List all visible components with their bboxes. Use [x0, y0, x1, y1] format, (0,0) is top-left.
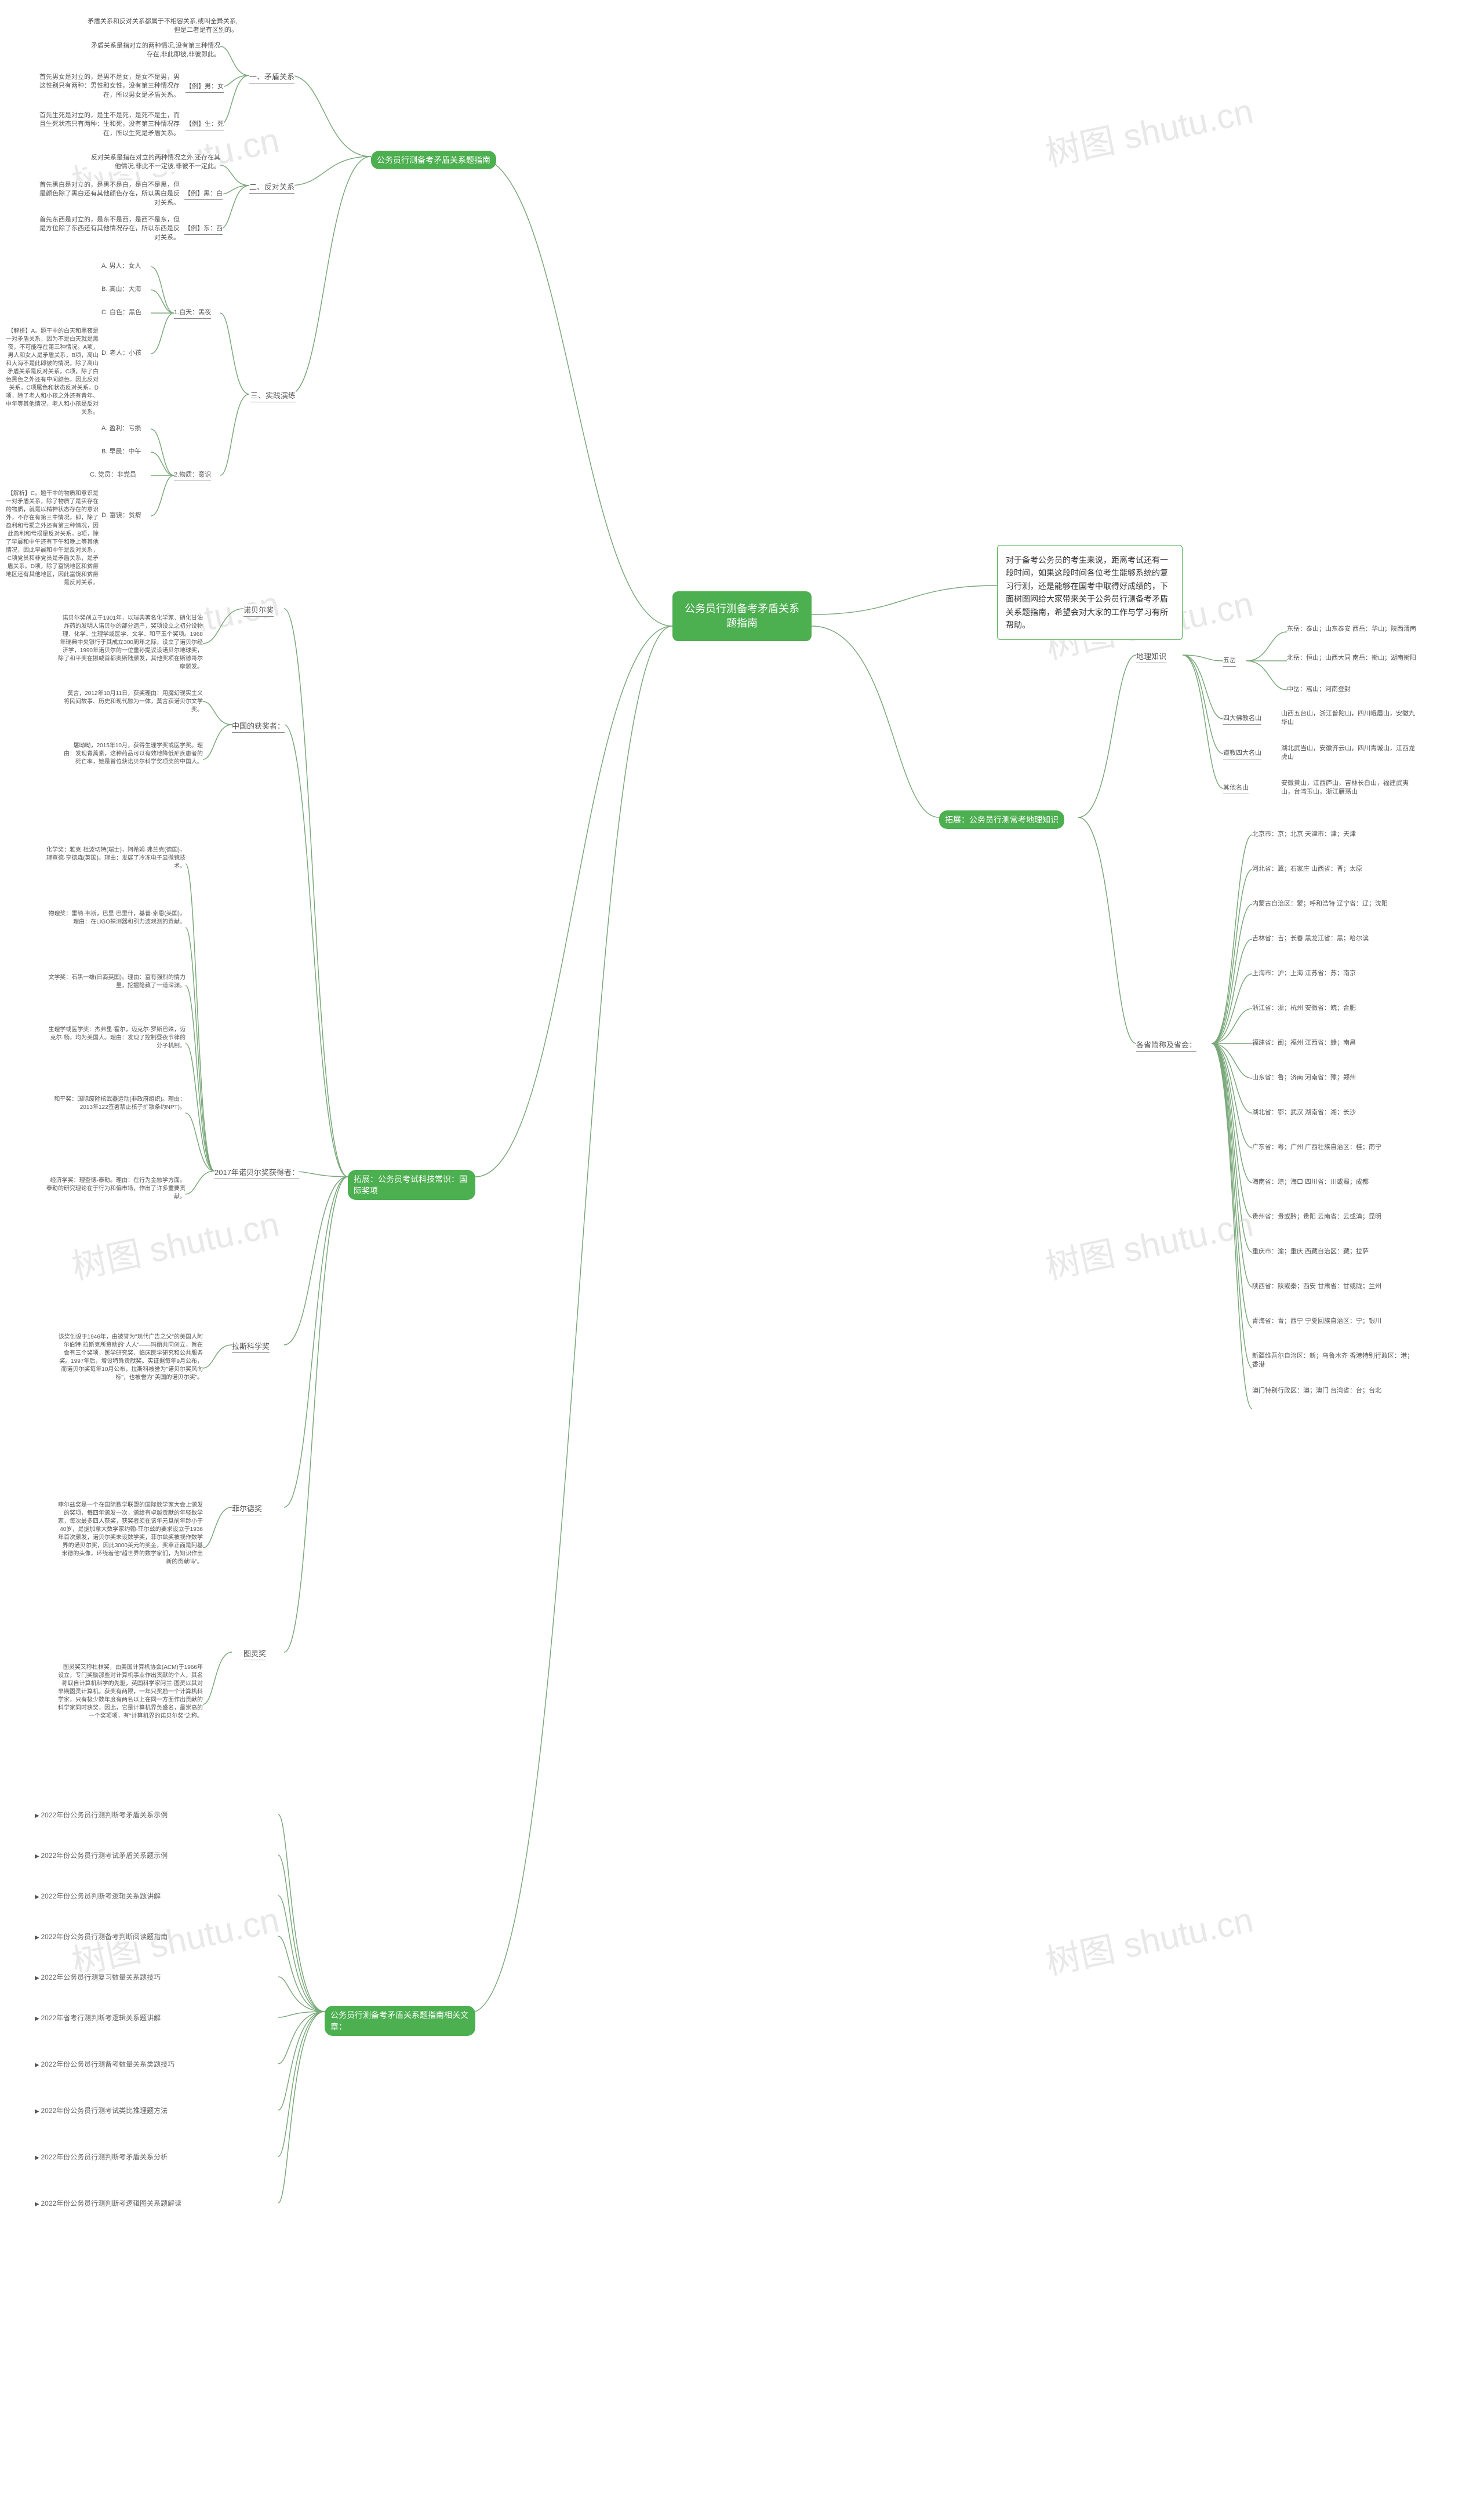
- province-item: 上海市：沪；上海 江苏省：苏；南京: [1252, 969, 1356, 978]
- province-item: 海南省：琼；海口 四川省：川或蜀；成都: [1252, 1178, 1369, 1187]
- related-link[interactable]: 2022年份公务员行测备考数量关系类题技巧: [35, 2059, 174, 2069]
- nobel2017-peace: 和平奖：国际废除核武器运动(非政府组织)。理由：2013年122签署禁止核子扩散…: [46, 1096, 186, 1112]
- related-link[interactable]: 2022年份公务员行测备考判断阅读题指南: [35, 1932, 168, 1941]
- qita-label: 其他名山: [1223, 784, 1249, 794]
- branch-left-3[interactable]: 公务员行测备考矛盾关系题指南相关文章：: [325, 2006, 475, 2036]
- b2-fields: 菲尔德奖: [232, 1503, 262, 1515]
- related-link[interactable]: 2022年份公务员行测判断考逻辑图关系题解读: [35, 2198, 181, 2208]
- province-item: 青海省：青；西宁 宁夏回族自治区：宁；银川: [1252, 1317, 1381, 1326]
- nobel-text: 诺贝尔奖创立于1901年，以瑞典著名化学家、硝化甘油炸药的发明人诺贝尔的部分遗产…: [58, 614, 203, 671]
- nobel2017-lit: 文学奖：石黑一雄(日裔英国)。理由：富有强烈的情力量，挖掘隐藏了一道深渊。: [46, 974, 186, 990]
- description-text: 对于备考公务员的考生来说，距离考试还有一段时间，如果这段时间各位考生能够系统的复…: [1006, 555, 1168, 630]
- practice-q2-b: B. 早晨：中午: [101, 448, 141, 456]
- related-link[interactable]: 2022年份公务员行测判断考矛盾关系分析: [35, 2152, 168, 2162]
- practice-q2-a: A. 盈利：亏损: [101, 424, 141, 433]
- province-item: 重庆市：渝；重庆 西藏自治区：藏；拉萨: [1252, 1248, 1369, 1256]
- province-item: 湖北省：鄂；武汉 湖南省：湘；长沙: [1252, 1108, 1356, 1117]
- ex-life-death: 【例】生：死: [186, 120, 224, 130]
- province-item: 浙江省：浙；杭州 安徽省：皖；合肥: [1252, 1004, 1356, 1013]
- l1-l2-opposite: 二、反对关系: [249, 181, 294, 194]
- daojiao-label: 道教四大名山: [1223, 749, 1261, 759]
- nobel2017-chem: 化学奖：雅克·杜波切特(瑞士)，阿希姆·弗兰克(德国)，理查德·亨德森(英国)。…: [46, 846, 186, 871]
- nobel2017-phys: 物理奖：雷纳·韦斯，巴里·巴里什，基普·索恩(美国)，理由：在LIGO探测器和引…: [46, 910, 186, 926]
- qita-text: 安徽黄山，江西庐山，吉林长白山，福建武夷山，台湾玉山，浙江雁荡山: [1281, 779, 1420, 797]
- province-item: 贵州省：贵或黔；贵阳 云南省：云或滇；昆明: [1252, 1213, 1381, 1221]
- practice-q2-ans: 【解析】C。题干中的物质和意识是一对矛盾关系，除了物质了是实存在的物质，就是以精…: [6, 490, 99, 587]
- ex-black-white-expl: 首先黑白是对立的，是黑不是白，是白不是黑，但是颜色除了黑白还有其他颜色存在，所以…: [35, 181, 180, 208]
- watermark: 树图 shutu.cn: [1041, 1196, 1257, 1289]
- related-link[interactable]: 2022年份公务员行测判断考矛盾关系示例: [35, 1810, 168, 1820]
- fojiao-label: 四大佛教名山: [1223, 714, 1261, 725]
- practice-q2: 2.物质：意识: [174, 471, 211, 481]
- practice-q1-c: C. 白色：黑色: [101, 308, 141, 317]
- watermark: 树图 shutu.cn: [1041, 1892, 1257, 1985]
- related-link[interactable]: 2022年份公务员行测考试矛盾关系题示例: [35, 1850, 168, 1860]
- practice-q1: 1.白天：黑夜: [174, 308, 211, 319]
- practice-q2-d: D. 富饶：贫瘠: [101, 511, 141, 520]
- watermark: 树图 shutu.cn: [67, 1196, 283, 1289]
- province-item: 北京市：京；北京 天津市：津；天津: [1252, 830, 1356, 839]
- ex-east-west: 【例】东：西: [184, 224, 223, 235]
- province-item: 福建省：闽；福州 江西省：赣；南昌: [1252, 1039, 1356, 1048]
- province-item: 陕西省：陕或秦；西安 甘肃省：甘或陇；兰州: [1252, 1282, 1381, 1291]
- daojiao-text: 湖北武当山，安徽齐云山，四川青城山，江西龙虎山: [1281, 744, 1420, 762]
- practice-q1-d: D. 老人：小孩: [101, 349, 141, 358]
- ex-male-female-expl: 首先男女是对立的，是男不是女，是女不是男，男这性别只有两种：男性和女性，没有第三…: [35, 73, 180, 100]
- ex-east-west-expl: 首先东西是对立的，是东不是西，是西不是东，但是方位除了东西还有其他情况存在，所以…: [35, 216, 180, 242]
- province-item: 内蒙古自治区：蒙；呼和浩特 辽宁省：辽；沈阳: [1252, 900, 1388, 908]
- cn-tuyouyou: 屠呦呦，2015年10月，获得生理学奖或医学奖。理由：发现青蒿素，这种药品可以有…: [64, 742, 203, 766]
- province-item: 吉林省：吉；长春 黑龙江省：黑；哈尔滨: [1252, 934, 1369, 943]
- dong-text: 东岳：泰山；山东泰安 西岳：华山；陕西渭南: [1287, 625, 1416, 634]
- province-item: 澳门特别行政区：澳；澳门 台湾省：台；台北: [1252, 1387, 1381, 1395]
- watermark: 树图 shutu.cn: [1041, 83, 1257, 176]
- related-link[interactable]: 2022年公务员行测复习数量关系题技巧: [35, 1972, 161, 1982]
- b2-turing: 图灵奖: [243, 1648, 266, 1660]
- zhong-text: 中岳：嵩山；河南登封: [1287, 685, 1351, 694]
- practice-q1-ans: 【解析】A。题干中的白天和黑夜是一对矛盾关系，因为不是白天就是黑夜，不可能存在第…: [6, 328, 99, 417]
- practice-q1-b: B. 高山：大海: [101, 285, 141, 294]
- turing-text: 图灵奖又称杜林奖，由美国计算机协会(ACM)于1966年设立，专门奖励那些对计算…: [58, 1664, 203, 1721]
- nobel2017-med: 生理学或医学奖：杰弗里·霍尔，迈克尔·罗斯巴殊，迈克尔·杨。均为美国人。理由：发…: [46, 1026, 186, 1050]
- contradiction-def: 矛盾关系是指对立的两种情况,没有第三种情况存在,非此即彼,非彼即此。: [87, 42, 220, 60]
- wuyue-label: 五岳: [1223, 656, 1236, 667]
- lasker-text: 该奖创设于1946年，由被誉为"现代广告之父"的美国人阿尔伯特·拉斯克所资助的"…: [58, 1333, 203, 1382]
- description-box: 对于备考公务员的考生来说，距离考试还有一段时间，如果这段时间各位考生能够系统的复…: [997, 545, 1183, 640]
- nobel2017-econ: 经济学奖：理查德·泰勒。理由：在行为金融学方面。泰勒的研究理论在于行为和偏市场，…: [46, 1177, 186, 1201]
- province-item: 山东省：鲁；济南 河南省：豫；郑州: [1252, 1074, 1356, 1082]
- ex-black-white: 【例】黑：白: [184, 190, 223, 200]
- related-link[interactable]: 2022年省考行测判断考逻辑关系题讲解: [35, 2013, 161, 2023]
- b2-nobel: 诺贝尔奖: [243, 604, 274, 617]
- b2-lasker: 拉斯科学奖: [232, 1340, 270, 1353]
- fields-text: 菲尔兹奖是一个在国际数学联盟的国际数学家大会上颁发的奖项，每四年颁发一次，颁给有…: [58, 1501, 203, 1566]
- r1-provinces: 各省简称及省会：: [1136, 1039, 1196, 1052]
- bei-text: 北岳：恒山；山西大同 南岳：衡山；湖南衡阳: [1287, 654, 1416, 663]
- connector-lines: [0, 0, 1484, 2513]
- l1-l2-contradiction: 一、矛盾关系: [249, 71, 294, 83]
- intro-text: 矛盾关系和反对关系都属于不相容关系,或叫全异关系,但是二者是有区别的。: [87, 17, 238, 35]
- b2-2017: 2017年诺贝尔奖获得者：: [214, 1166, 299, 1179]
- center-node: 公务员行测备考矛盾关系题指南: [672, 591, 812, 641]
- related-link[interactable]: 2022年份公务员判断考逻辑关系题讲解: [35, 1891, 161, 1901]
- practice-q2-c: C. 党员：非党员: [90, 471, 136, 479]
- province-item: 新疆维吾尔自治区：新；乌鲁木齐 香港特别行政区：港；香港: [1252, 1352, 1414, 1370]
- l1-l2-practice: 三、实践演练: [250, 390, 296, 402]
- practice-q1-a: A. 男人：女人: [101, 262, 141, 271]
- cn-moyan: 莫言，2012年10月11日，获奖理由：用魔幻现实主义将民间故事、历史和现代融为…: [64, 690, 203, 714]
- province-item: 广东省：粤；广州 广西壮族自治区：桂；南宁: [1252, 1143, 1381, 1152]
- fojiao-text: 山西五台山，浙江普陀山，四川峨眉山，安徽九华山: [1281, 710, 1420, 728]
- b2-cn: 中国的获奖者：: [232, 720, 285, 733]
- ex-life-death-expl: 首先生死是对立的，是生不是死，是死不是生，而且生死状态只有两种：生和死，没有第三…: [35, 111, 180, 138]
- opposite-def: 反对关系是指在对立的两种情况之外,还存在其他情况,非此不一定彼,非彼不一定此。: [87, 154, 220, 172]
- branch-left-1[interactable]: 公务员行测备考矛盾关系题指南: [371, 151, 496, 169]
- r1-geo: 地理知识: [1136, 650, 1166, 663]
- related-link[interactable]: 2022年份公务员行测考试类比推理题方法: [35, 2105, 168, 2115]
- ex-male-female: 【例】男：女: [186, 82, 224, 93]
- branch-right-1[interactable]: 拓展：公务员行测常考地理知识: [939, 810, 1064, 829]
- branch-left-2[interactable]: 拓展：公务员考试科技常识：国际奖项: [348, 1170, 475, 1200]
- province-item: 河北省：冀；石家庄 山西省：晋；太原: [1252, 865, 1362, 874]
